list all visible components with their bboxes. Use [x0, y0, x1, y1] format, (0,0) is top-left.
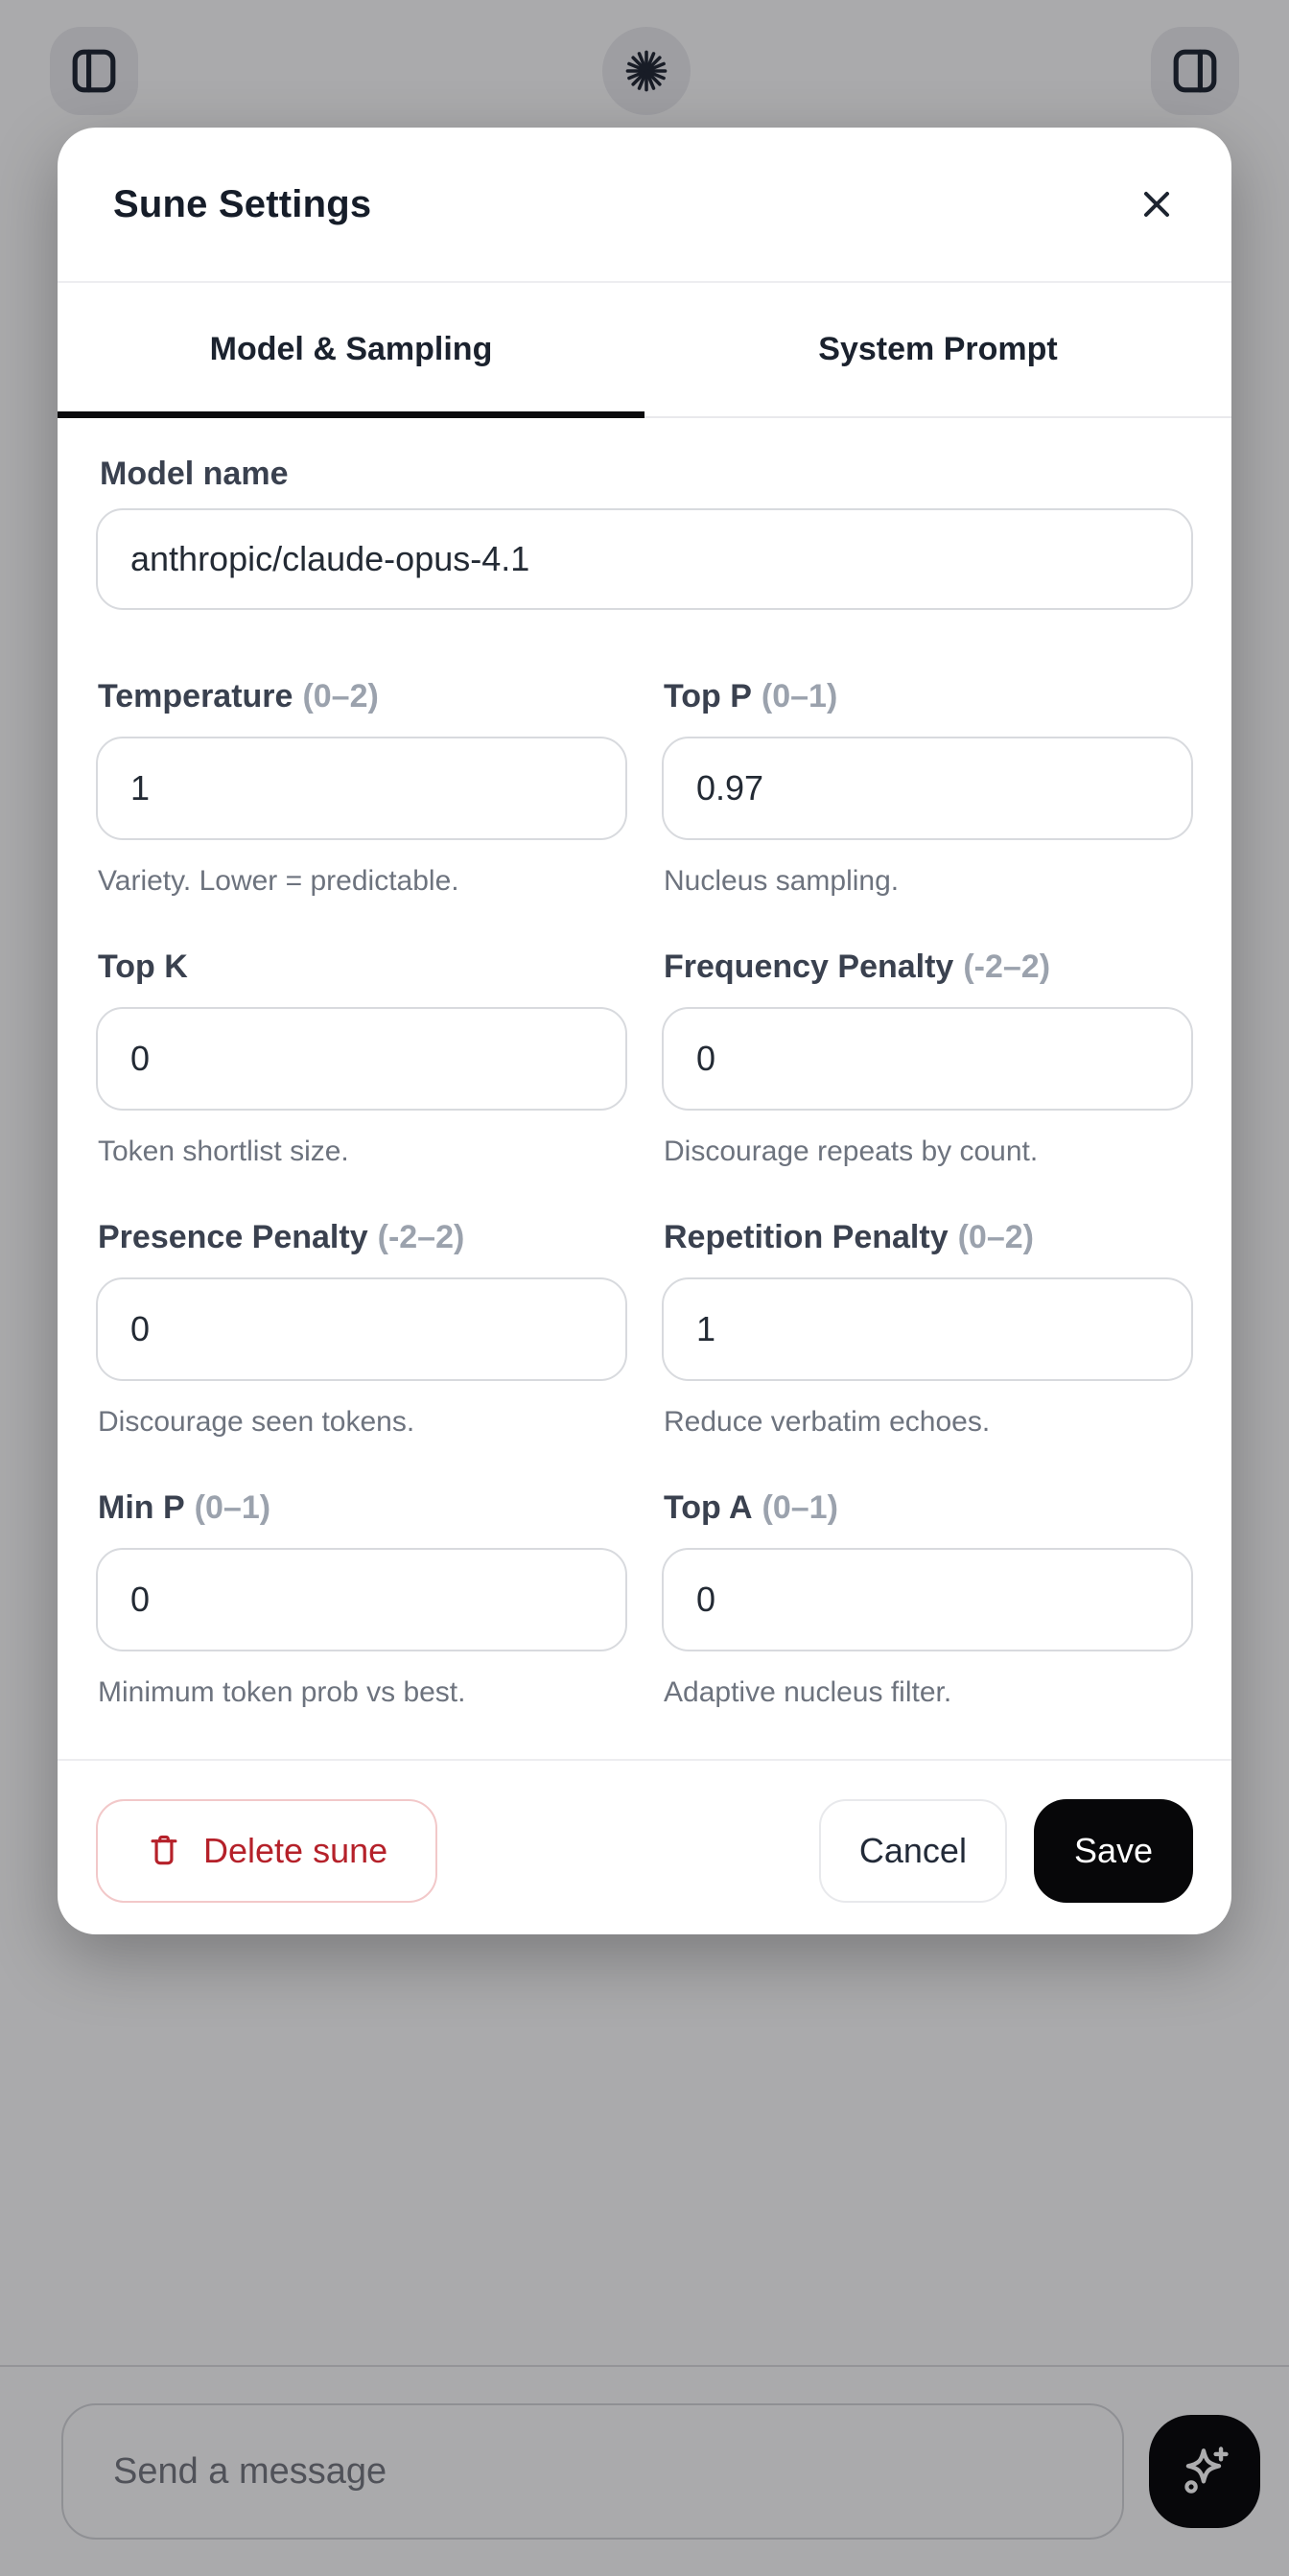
field-help: Nucleus sampling. — [664, 865, 900, 897]
field-range-text: (0–1) — [194, 1489, 271, 1526]
sidebar-left-toggle-button[interactable] — [50, 27, 138, 115]
field-range-text: (-2–2) — [963, 948, 1051, 985]
modal-title: Sune Settings — [113, 182, 372, 225]
field-label: Min P (0–1) — [98, 1488, 627, 1527]
close-button[interactable] — [1132, 179, 1182, 229]
field-presence-penalty: Presence Penalty(-2–2) Discourage seen t… — [96, 1218, 627, 1439]
starburst-button[interactable] — [602, 27, 691, 115]
frequency-penalty-input[interactable] — [662, 1007, 1193, 1111]
tab-model-sampling[interactable]: Model & Sampling — [58, 283, 644, 418]
top-k-input[interactable] — [96, 1007, 627, 1111]
field-range-text: (0–2) — [957, 1219, 1034, 1255]
sune-settings-modal: Sune Settings Model & Sampling System Pr… — [58, 128, 1231, 1934]
field-label-text: Presence Penalty — [98, 1219, 368, 1255]
modal-tabs: Model & Sampling System Prompt — [58, 283, 1231, 418]
trash-icon — [146, 1833, 182, 1869]
field-repetition-penalty: Repetition Penalty(0–2) Reduce verbatim … — [662, 1218, 1193, 1439]
send-sparkle-button[interactable] — [1149, 2415, 1260, 2528]
temperature-input[interactable] — [96, 737, 627, 840]
modal-header: Sune Settings — [58, 128, 1231, 283]
field-top-k: Top K Token shortlist size. — [96, 948, 627, 1168]
model-name-label: Model name — [100, 456, 289, 492]
top-p-input[interactable] — [662, 737, 1193, 840]
tab-system-prompt[interactable]: System Prompt — [644, 283, 1231, 416]
presence-penalty-input[interactable] — [96, 1277, 627, 1381]
field-help: Discourage repeats by count. — [664, 1136, 1039, 1167]
field-top-p: Top P(0–1) Nucleus sampling. — [662, 677, 1193, 898]
field-range-text: (0–1) — [761, 678, 838, 714]
field-range-text: (-2–2) — [377, 1219, 465, 1255]
field-help: Adaptive nucleus filter. — [664, 1676, 952, 1708]
save-button[interactable]: Save — [1033, 1799, 1193, 1903]
field-label-text: Frequency Penalty — [664, 948, 954, 985]
field-top-a: Top A(0–1) Adaptive nucleus filter. — [662, 1488, 1193, 1709]
field-label: Presence Penalty (-2–2) — [98, 1218, 627, 1256]
field-frequency-penalty: Frequency Penalty(-2–2) Discourage repea… — [662, 948, 1193, 1168]
field-min-p: Min P(0–1) Minimum token prob vs best. — [96, 1488, 627, 1709]
repetition-penalty-input[interactable] — [662, 1277, 1193, 1381]
close-icon — [1136, 183, 1178, 225]
field-help: Reduce verbatim echoes. — [664, 1406, 991, 1438]
top-a-input[interactable] — [662, 1548, 1193, 1651]
field-label-text: Repetition Penalty — [664, 1219, 949, 1255]
field-label: Temperature (0–2) — [98, 677, 627, 715]
cancel-button[interactable]: Cancel — [818, 1799, 1007, 1903]
field-label-text: Top A — [664, 1489, 753, 1526]
delete-sune-label: Delete sune — [203, 1831, 388, 1870]
field-help: Minimum token prob vs best. — [98, 1676, 466, 1708]
delete-sune-button[interactable]: Delete sune — [96, 1799, 438, 1903]
field-label: Top A (0–1) — [664, 1488, 1193, 1527]
panel-right-icon — [1169, 45, 1221, 97]
field-help: Variety. Lower = predictable. — [98, 865, 459, 897]
field-range-text: (0–1) — [762, 1489, 838, 1526]
message-input[interactable] — [61, 2403, 1124, 2540]
panel-left-icon — [68, 45, 120, 97]
starburst-icon — [622, 47, 670, 95]
composer-divider — [0, 2365, 1289, 2367]
model-name-input[interactable] — [96, 508, 1193, 610]
field-label: Top K — [98, 948, 627, 986]
sidebar-right-toggle-button[interactable] — [1151, 27, 1239, 115]
field-label: Top P (0–1) — [664, 677, 1193, 715]
field-label: Repetition Penalty (0–2) — [664, 1218, 1193, 1256]
min-p-input[interactable] — [96, 1548, 627, 1651]
field-label-text: Temperature — [98, 678, 293, 714]
field-temperature: Temperature(0–2) Variety. Lower = predic… — [96, 677, 627, 898]
field-range-text: (0–2) — [302, 678, 379, 714]
params-grid: Temperature(0–2) Variety. Lower = predic… — [96, 677, 1193, 1759]
field-label-text: Top P — [664, 678, 752, 714]
modal-body: Model name Temperature(0–2) Variety. Low… — [58, 418, 1231, 1759]
field-label-text: Top K — [98, 948, 188, 985]
field-label-text: Min P — [98, 1489, 185, 1526]
field-label: Frequency Penalty (-2–2) — [664, 948, 1193, 986]
field-help: Discourage seen tokens. — [98, 1406, 415, 1438]
field-help: Token shortlist size. — [98, 1136, 349, 1167]
modal-footer: Delete sune Cancel Save — [58, 1759, 1231, 1934]
sparkles-icon — [1175, 2442, 1234, 2501]
